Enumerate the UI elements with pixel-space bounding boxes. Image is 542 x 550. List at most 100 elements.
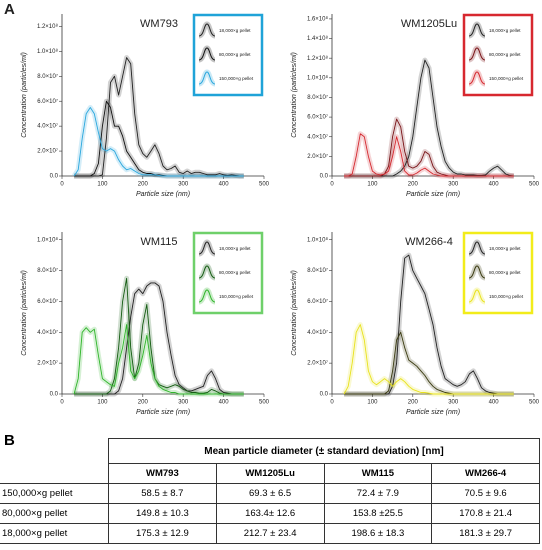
y-tick-label: 2.0×10⁷ bbox=[307, 360, 328, 367]
column-header: WM115 bbox=[323, 463, 433, 484]
legend-swatch bbox=[198, 289, 216, 303]
series-line bbox=[74, 57, 244, 177]
legend-swatch bbox=[198, 265, 216, 279]
legend-label: 18,000×g pellet bbox=[219, 246, 251, 251]
y-tick-label: 0.0 bbox=[320, 174, 329, 180]
x-axis-label: Particle size (nm) bbox=[136, 191, 190, 198]
table-cell: 170.8 ± 21.4 bbox=[431, 503, 540, 524]
x-tick-label: 0 bbox=[330, 182, 334, 188]
series-line bbox=[344, 133, 514, 177]
y-tick-label: 4.0×10⁷ bbox=[307, 329, 328, 336]
panel-label: A bbox=[4, 1, 15, 18]
y-tick-label: 8.0×10⁷ bbox=[37, 267, 58, 274]
x-tick-label: 300 bbox=[448, 400, 459, 406]
x-tick-label: 300 bbox=[178, 400, 189, 406]
x-tick-label: 100 bbox=[367, 400, 378, 406]
y-axis-label: Concentration (particles/ml) bbox=[291, 270, 298, 356]
panel-label: B bbox=[4, 432, 15, 449]
y-tick-label: 0.0 bbox=[50, 174, 59, 180]
legend-swatch bbox=[468, 71, 486, 85]
legend-label: 80,000×g pellet bbox=[219, 270, 251, 275]
y-axis-label: Concentration (particles/ml) bbox=[291, 52, 298, 138]
legend-swatch bbox=[468, 289, 486, 303]
x-tick-label: 100 bbox=[367, 182, 378, 188]
legend-label: 18,000×g pellet bbox=[489, 28, 521, 33]
legend-label: 150,000×g pellet bbox=[489, 294, 524, 299]
y-tick-label: 0.0 bbox=[320, 392, 329, 398]
legend-label: 80,000×g pellet bbox=[489, 52, 521, 57]
x-tick-label: 500 bbox=[259, 182, 270, 188]
column-header: WM1205Lu bbox=[215, 463, 325, 484]
table-row: 18,000×g pellet 175.3 ± 12.9 212.7 ± 23.4 1… bbox=[0, 523, 540, 544]
x-tick-label: 400 bbox=[489, 182, 500, 188]
legend-label: 150,000×g pellet bbox=[489, 76, 524, 81]
table: Mean particle diameter (± standard devia… bbox=[0, 438, 540, 544]
y-tick-label: 4.0×10⁷ bbox=[37, 123, 58, 130]
table-cell: 181.3 ± 29.7 bbox=[431, 523, 540, 544]
column-row: WM793 WM1205Lu WM115 WM266-4 bbox=[0, 463, 540, 484]
y-tick-label: 0.0 bbox=[50, 392, 59, 398]
table-cell: 149.8 ± 10.3 bbox=[108, 503, 217, 524]
table-cell: 70.5 ± 9.6 bbox=[431, 483, 540, 504]
legend-label: 18,000×g pellet bbox=[489, 246, 521, 251]
x-axis-label: Particle size (nm) bbox=[406, 409, 460, 416]
y-axis-label: Concentration (particles/ml) bbox=[21, 52, 28, 138]
chart-title: WM1205Lu bbox=[401, 18, 457, 30]
series-line bbox=[73, 107, 244, 177]
y-tick-label: 1.2×10⁸ bbox=[307, 55, 329, 62]
x-tick-label: 400 bbox=[489, 400, 500, 406]
legend-swatch bbox=[468, 47, 486, 61]
y-tick-label: 6.0×10⁷ bbox=[37, 98, 58, 105]
x-axis-label: Particle size (nm) bbox=[406, 191, 460, 198]
table-row: 150,000×g pellet 58.5 ± 8.7 69.3 ± 6.5 72.4… bbox=[0, 483, 540, 504]
table-row: 80,000×g pellet 149.8 ± 10.3 163.4± 12.6 15… bbox=[0, 503, 540, 524]
legend-swatch bbox=[198, 23, 216, 37]
legend-label: 18,000×g pellet bbox=[219, 28, 251, 33]
legend-label: 150,000×g pellet bbox=[219, 76, 254, 81]
table-cell: 163.4± 12.6 bbox=[215, 503, 325, 524]
y-tick-label: 1.0×10⁸ bbox=[37, 48, 59, 55]
legend-box bbox=[192, 231, 264, 315]
y-tick-label: 2.0×10⁷ bbox=[37, 148, 58, 155]
series-line bbox=[73, 324, 244, 395]
header-row: Mean particle diameter (± standard devia… bbox=[0, 438, 540, 464]
blank-cell bbox=[0, 464, 109, 484]
legend-box bbox=[192, 13, 264, 97]
charts: A 0.0 2.0×10⁷ 4.0×10⁷ 6.0×10⁷ 8.0×10⁷ 1.0×10⁸… bbox=[4, 1, 540, 416]
row-label: 18,000×g pellet bbox=[0, 523, 109, 544]
y-axis-label: Concentration (particles/ml) bbox=[21, 270, 28, 356]
legend-label: 80,000×g pellet bbox=[489, 270, 521, 275]
y-tick-label: 1.0×10⁸ bbox=[307, 74, 329, 81]
series-line bbox=[343, 324, 514, 395]
legend-box bbox=[462, 13, 534, 97]
table-cell: 175.3 ± 12.9 bbox=[108, 523, 217, 544]
y-tick-label: 1.0×10⁸ bbox=[307, 236, 329, 243]
legend-box bbox=[462, 231, 534, 315]
y-tick-label: 4.0×10⁷ bbox=[37, 329, 58, 336]
y-tick-label: 8.0×10⁷ bbox=[307, 94, 328, 101]
y-tick-label: 2.0×10⁷ bbox=[307, 153, 328, 160]
chart-title: WM115 bbox=[140, 236, 177, 248]
table-cell: 212.7 ± 23.4 bbox=[215, 523, 325, 544]
y-tick-label: 2.0×10⁷ bbox=[37, 360, 58, 367]
y-tick-label: 6.0×10⁷ bbox=[307, 114, 328, 121]
x-tick-label: 200 bbox=[408, 182, 419, 188]
y-tick-label: 6.0×10⁷ bbox=[307, 298, 328, 305]
legend-swatch bbox=[198, 71, 216, 85]
row-label: 80,000×g pellet bbox=[0, 503, 109, 524]
y-tick-label: 4.0×10⁷ bbox=[307, 133, 328, 140]
legend-swatch bbox=[468, 265, 486, 279]
row-label: 150,000×g pellet bbox=[0, 483, 109, 504]
legend-label: 150,000×g pellet bbox=[219, 294, 254, 299]
x-axis-label: Particle size (nm) bbox=[136, 409, 190, 416]
y-tick-label: 8.0×10⁷ bbox=[37, 73, 58, 80]
y-tick-label: 1.6×10⁸ bbox=[307, 15, 329, 22]
blank-cell bbox=[0, 439, 109, 464]
y-tick-label: 6.0×10⁷ bbox=[37, 298, 58, 305]
table-cell: 198.6 ± 18.3 bbox=[323, 523, 433, 544]
table-cell: 72.4 ± 7.9 bbox=[323, 483, 433, 504]
table-cell: 153.8 ±25.5 bbox=[323, 503, 433, 524]
table-cell: 58.5 ± 8.7 bbox=[108, 483, 217, 504]
x-tick-label: 400 bbox=[219, 182, 230, 188]
y-tick-label: 1.2×10⁸ bbox=[37, 23, 59, 30]
